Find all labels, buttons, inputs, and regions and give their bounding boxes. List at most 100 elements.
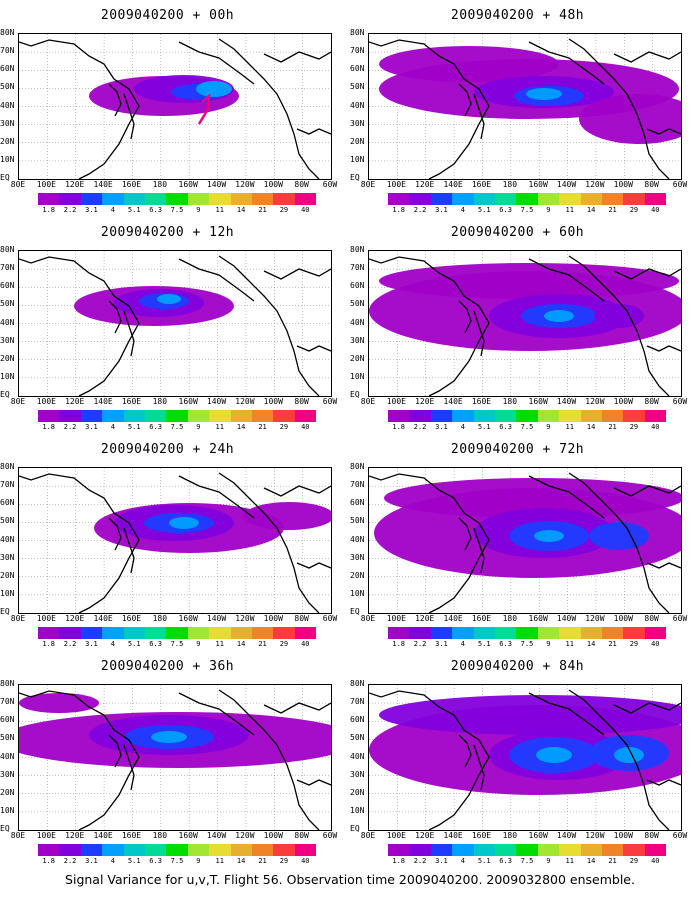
flight-track	[197, 93, 211, 125]
latitude-tick-label: 50N	[0, 299, 15, 309]
colorbar-swatch	[38, 627, 60, 639]
longitude-tick-label: 80W	[294, 831, 309, 840]
colorbar-swatch	[273, 627, 295, 639]
colorbar-tick-label: 4	[110, 206, 115, 214]
latitude-tick-label: 60N	[0, 64, 15, 74]
longitude-tick-label: 120W	[585, 831, 605, 840]
variance-region	[196, 81, 232, 97]
colorbar-tick-label: 6.3	[149, 857, 162, 865]
colorbar-swatch	[452, 410, 474, 422]
colorbar-swatch	[166, 627, 188, 639]
colorbar-swatch	[230, 410, 252, 422]
colorbar-swatch	[102, 627, 124, 639]
variance-region	[579, 94, 681, 144]
colorbar-swatch	[580, 193, 602, 205]
longitude-tick-label: 140W	[556, 614, 577, 623]
colorbar-swatch	[473, 844, 495, 856]
longitude-tick-label: 60W	[322, 397, 338, 406]
variance-region	[526, 88, 562, 100]
longitude-tick-label: 120E	[415, 397, 435, 406]
colorbar-tick-label: 40	[301, 640, 310, 648]
colorbar-tick-label: 5.1	[127, 857, 141, 865]
colorbar-tick-label: 14	[236, 857, 246, 865]
colorbar-swatch	[473, 410, 495, 422]
colorbar-swatch	[452, 627, 474, 639]
longitude-tick-label: 80W	[644, 397, 659, 406]
coastline	[108, 83, 122, 117]
colorbar-swatch	[644, 844, 667, 856]
colorbar-swatch	[80, 627, 103, 639]
colorbar-tick-label: 9	[196, 423, 201, 431]
coastline	[458, 83, 472, 117]
latitude-tick-label: EQ	[350, 173, 360, 182]
colorbar-swatch	[187, 193, 210, 205]
coastline	[263, 268, 331, 280]
colorbar-tick-label: 1.8	[42, 640, 56, 648]
colorbar-tick-label: 3.1	[85, 423, 98, 431]
colorbar-swatch	[166, 410, 188, 422]
colorbar-tick-label: 7.5	[170, 423, 184, 431]
longitude-tick-label: 80W	[294, 397, 309, 406]
colorbar	[388, 844, 667, 856]
longitude-tick-label: 160W	[528, 180, 548, 189]
coastline	[296, 779, 331, 786]
colorbar-labels: 1.8 2.2 3.1 4 5.1 6.3 7.5 9 11 14 21 29 40	[388, 640, 666, 650]
colorbar-swatch	[38, 410, 60, 422]
map-panel-72h: 2009040200 + 72h 80N 70N 60N 50N 40N 30N 20N 10N…	[350, 442, 687, 657]
longitude-tick-label: 160E	[471, 397, 492, 406]
colorbar-swatch	[601, 410, 624, 422]
colorbar-swatch	[209, 193, 231, 205]
latitude-tick-label: 10N	[0, 154, 15, 164]
longitude-tick-label: 120W	[235, 180, 255, 189]
colorbar-swatch	[452, 193, 474, 205]
coastline	[218, 38, 320, 179]
colorbar-swatch	[144, 193, 167, 205]
colorbar-labels: 1.8 2.2 3.1 4 5.1 6.3 7.5 9 11 14 21 29 40	[38, 206, 316, 216]
latitude-tick-label: 20N	[0, 787, 15, 797]
latitude-tick-label: 40N	[350, 751, 365, 761]
longitude-tick-label: 80E	[10, 831, 26, 840]
latitude-tick-label: 70N	[0, 697, 15, 707]
longitude-tick-label: 160E	[121, 831, 142, 840]
coastline	[528, 258, 605, 302]
colorbar-tick-label: 29	[629, 423, 639, 431]
colorbar-tick-label: 2.2	[413, 857, 427, 865]
latitude-tick-label: 40N	[0, 317, 15, 327]
latitude-tick-label: 60N	[350, 498, 365, 508]
colorbar-labels: 1.8 2.2 3.1 4 5.1 6.3 7.5 9 11 14 21 29 40	[38, 857, 316, 867]
colorbar-tick-label: 4	[110, 640, 115, 648]
longitude-tick-label: 80W	[294, 180, 309, 189]
coastline	[613, 268, 681, 280]
colorbar-swatch	[409, 193, 431, 205]
variance-region	[157, 294, 181, 304]
map-panel-12h: 2009040200 + 12h 80N 70N 60N 50N 40N 30N 20N 10N…	[0, 225, 338, 440]
coastline	[296, 128, 331, 135]
coastline	[178, 692, 255, 736]
latitude-axis: 80N 70N 60N 50N 40N 30N 20N 10N EQ	[0, 29, 18, 182]
coastline	[108, 734, 122, 768]
latitude-tick-label: 80N	[0, 679, 15, 688]
longitude-tick-label: 120E	[65, 397, 85, 406]
longitude-tick-label: 160W	[528, 397, 548, 406]
colorbar-tick-label: 21	[608, 206, 617, 214]
colorbar-swatch	[516, 844, 538, 856]
colorbar-swatch	[38, 193, 60, 205]
latitude-tick-label: 10N	[350, 371, 365, 381]
latitude-tick-label: EQ	[350, 824, 360, 833]
coastline	[19, 473, 140, 613]
longitude-tick-label: 140E	[443, 831, 463, 840]
colorbar-swatch	[388, 193, 410, 205]
colorbar-swatch	[601, 844, 624, 856]
longitude-tick-label: 140W	[206, 614, 227, 623]
colorbar-tick-label: 7.5	[170, 206, 184, 214]
colorbar-tick-label: 2.2	[63, 206, 77, 214]
colorbar-swatch	[209, 844, 231, 856]
colorbar-swatch	[537, 627, 560, 639]
colorbar	[38, 844, 317, 856]
colorbar-swatch	[516, 410, 538, 422]
colorbar-swatch	[38, 844, 60, 856]
map-area	[18, 684, 332, 831]
colorbar-swatch	[494, 410, 517, 422]
colorbar-tick-label: 3.1	[435, 857, 448, 865]
colorbar-swatch	[430, 193, 453, 205]
